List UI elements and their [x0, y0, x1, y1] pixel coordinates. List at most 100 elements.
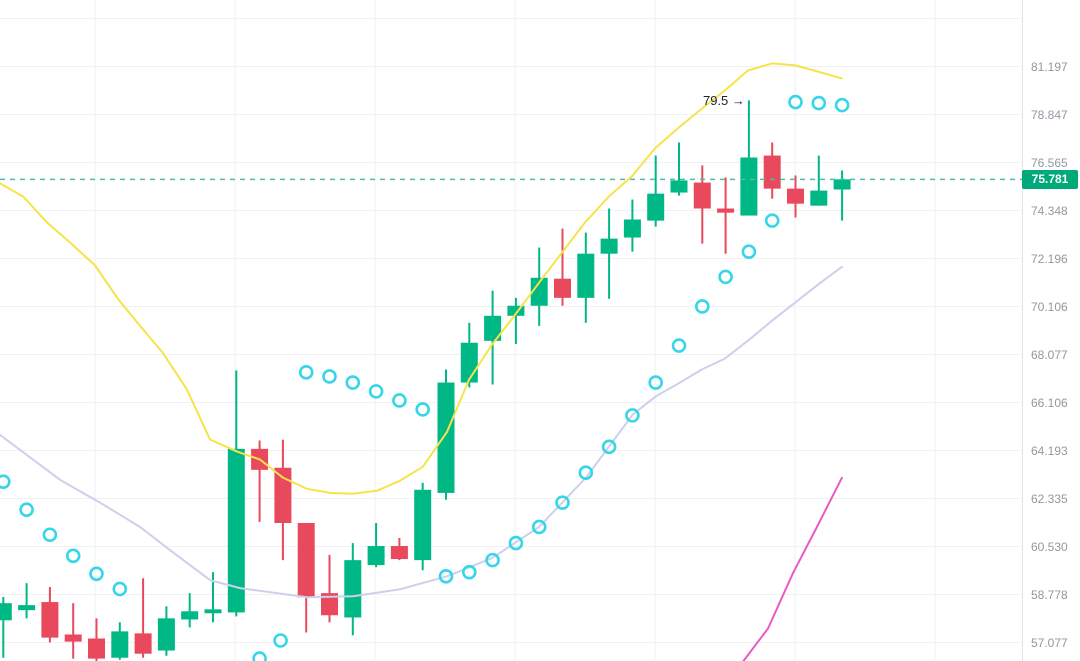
candle[interactable] [530, 247, 548, 326]
candle[interactable] [554, 228, 571, 306]
parabolic-sar-dot [694, 299, 710, 314]
candle[interactable] [181, 593, 199, 628]
candle-wick [72, 603, 75, 659]
ma-yellow-line[interactable] [0, 62, 843, 495]
parabolic-sar-dot [555, 495, 570, 510]
parabolic-sar-dot [461, 564, 477, 580]
candle[interactable] [88, 618, 105, 661]
candle-body [507, 305, 525, 316]
candle-body [647, 193, 665, 221]
parabolic-sar-dot [273, 633, 288, 648]
candle[interactable] [693, 165, 711, 244]
candle-wick [142, 578, 145, 658]
candle[interactable] [0, 597, 12, 658]
parabolic-sar-dot [718, 269, 733, 285]
candle[interactable] [647, 155, 665, 227]
candle-wick [561, 228, 564, 306]
parabolic-sar-dot [89, 566, 104, 582]
candle-body [600, 238, 618, 254]
candle[interactable] [414, 482, 432, 571]
parabolic-sar-dot [322, 369, 337, 384]
candle-wick [375, 522, 378, 568]
parabolic-sar-dot [298, 365, 314, 380]
candle[interactable] [763, 142, 781, 199]
parabolic-sar-dot [834, 97, 850, 113]
candle[interactable] [670, 142, 688, 196]
ma-lavender-line[interactable] [0, 265, 843, 599]
candle-body [18, 605, 36, 611]
candle[interactable] [367, 522, 385, 568]
parabolic-sar-dot [811, 95, 827, 111]
candle-body [530, 277, 548, 306]
candle[interactable] [157, 606, 175, 656]
candle-wick [2, 597, 5, 658]
parabolic-sar-dot [65, 548, 81, 564]
candle[interactable] [204, 572, 222, 623]
candle[interactable] [810, 155, 828, 206]
candle-wick [817, 155, 820, 206]
price-axis-label: 78.847 [1031, 107, 1068, 122]
candle[interactable] [577, 232, 595, 323]
candle-wick [678, 142, 680, 196]
current-price-value: 75.781 [1031, 172, 1069, 187]
candle[interactable] [41, 587, 59, 643]
price-annotation-text: 79.5 → [702, 93, 745, 109]
candle-body [437, 382, 455, 493]
candle[interactable] [623, 199, 641, 252]
parabolic-sar-dot [252, 651, 267, 661]
price-axis-label: 81.197 [1031, 59, 1068, 74]
candle[interactable] [18, 583, 36, 619]
price-axis-label: 72.196 [1031, 251, 1068, 266]
candle-body [111, 631, 129, 658]
parabolic-sar-dot [788, 94, 803, 110]
candle[interactable] [484, 290, 502, 385]
parabolic-sar-dot [392, 393, 407, 408]
price-axis-label: 57.077 [1031, 635, 1068, 650]
candle[interactable] [274, 439, 292, 561]
parabolic-sar-dot [625, 408, 640, 423]
parabolic-sar-dot [648, 375, 664, 390]
candle-body [227, 448, 245, 613]
candle[interactable] [344, 543, 362, 636]
candle-body [390, 546, 408, 560]
candle-body [274, 467, 292, 523]
candle[interactable] [251, 440, 269, 522]
candle-wick [724, 177, 727, 254]
candle[interactable] [833, 170, 851, 221]
candle[interactable] [600, 208, 618, 299]
parabolic-sar-dot [345, 375, 361, 390]
candle-body [577, 253, 595, 298]
price-annotation[interactable]: 79.5 → [703, 93, 745, 109]
candle[interactable] [64, 603, 82, 659]
parabolic-sar-dot [508, 535, 524, 551]
candle-body [367, 546, 385, 566]
candle-body [484, 315, 502, 341]
candle[interactable] [507, 297, 525, 344]
parabolic-sar-dot [578, 465, 594, 480]
trend-magenta-line[interactable] [742, 476, 843, 661]
candle-body [297, 522, 315, 598]
candle[interactable] [321, 554, 338, 623]
candle[interactable] [111, 622, 129, 660]
candle[interactable] [740, 100, 758, 216]
candle-body [204, 609, 222, 614]
parabolic-sar-dot [485, 552, 500, 568]
candle-wick [25, 583, 28, 619]
candle[interactable] [227, 370, 245, 617]
parabolic-sar-dot [601, 439, 617, 455]
candle[interactable] [787, 175, 804, 218]
candle-body [554, 278, 571, 298]
price-axis-label: 64.193 [1031, 443, 1068, 458]
candle[interactable] [717, 177, 735, 254]
price-axis[interactable]: 75.781 81.197 78.847 76.565 74.348 72.196 70.… [1022, 0, 1080, 661]
price-axis-label: 68.077 [1031, 347, 1068, 362]
candle[interactable] [297, 522, 315, 633]
candle-body [787, 188, 804, 204]
candle[interactable] [134, 578, 152, 658]
parabolic-sar-dot [671, 338, 687, 353]
candle-body [64, 634, 82, 642]
candle[interactable] [390, 537, 408, 561]
price-axis-label: 60.530 [1031, 539, 1068, 554]
